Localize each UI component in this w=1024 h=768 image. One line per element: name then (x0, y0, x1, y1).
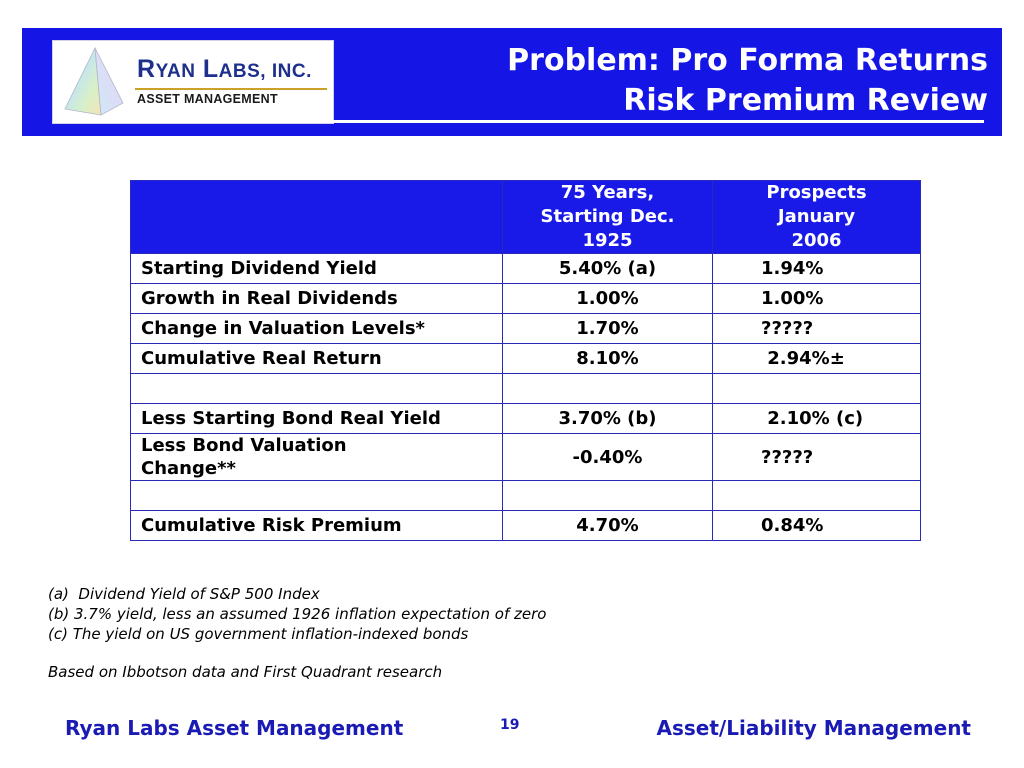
row-label (130, 373, 503, 404)
table-row: Cumulative Real Return 8.10% 2.94%± (130, 343, 921, 374)
row-value-prospective: 1.94% (712, 253, 921, 284)
table-row: Cumulative Risk Premium 4.70% 0.84% (130, 510, 921, 541)
table-header-row: 75 Years, Starting Dec. 1925 Prospects J… (130, 180, 921, 254)
logo-subtitle: ASSET MANAGEMENT (137, 92, 278, 106)
footnotes: (a) Dividend Yield of S&P 500 Index (b) … (48, 584, 546, 682)
footnote-a: (a) Dividend Yield of S&P 500 Index (48, 585, 320, 603)
logo-divider (135, 88, 327, 90)
page-number: 19 (500, 717, 520, 733)
row-value-prospective (712, 480, 921, 511)
row-label: Change in Valuation Levels* (130, 313, 503, 344)
row-value-prospective (712, 373, 921, 404)
row-label: Cumulative Real Return (130, 343, 503, 374)
row-label: Starting Dividend Yield (130, 253, 503, 284)
row-value-prospective: 2.94%± (712, 343, 921, 374)
row-value-historical: -0.40% (502, 433, 713, 481)
table-row: Less Bond Valuation Change** -0.40% ????… (130, 433, 921, 481)
footer-company: Ryan Labs Asset Management (65, 716, 404, 740)
row-value-prospective: 1.00% (712, 283, 921, 314)
slide-title-line2: Risk Premium Review (623, 83, 988, 118)
table-row: Growth in Real Dividends 1.00% 1.00% (130, 283, 921, 314)
risk-premium-table: 75 Years, Starting Dec. 1925 Prospects J… (130, 180, 921, 541)
row-label (130, 480, 503, 511)
table-row-spacer (130, 480, 921, 511)
row-value-prospective: 2.10% (c) (712, 403, 921, 434)
row-label: Growth in Real Dividends (130, 283, 503, 314)
header-empty-cell (130, 180, 503, 254)
company-logo: RYAN LABS, INC. ASSET MANAGEMENT (52, 40, 334, 124)
logo-company-name: RYAN LABS, INC. (137, 55, 312, 83)
row-value-historical (502, 373, 713, 404)
table-row-spacer (130, 373, 921, 404)
row-label: Cumulative Risk Premium (130, 510, 503, 541)
row-value-historical: 5.40% (a) (502, 253, 713, 284)
table-row: Less Starting Bond Real Yield 3.70% (b) … (130, 403, 921, 434)
slide-title: Problem: Pro Forma Returns Risk Premium … (507, 41, 988, 121)
header-75-years: 75 Years, Starting Dec. 1925 (502, 180, 713, 254)
table-row: Change in Valuation Levels* 1.70% ????? (130, 313, 921, 344)
row-value-prospective: 0.84% (712, 510, 921, 541)
footnote-b: (b) 3.7% yield, less an assumed 1926 inf… (48, 605, 547, 623)
row-label: Less Starting Bond Real Yield (130, 403, 503, 434)
pyramid-logo-icon (64, 46, 124, 116)
slide-title-line1: Problem: Pro Forma Returns (507, 43, 988, 78)
row-value-prospective: ????? (712, 433, 921, 481)
source-note: Based on Ibbotson data and First Quadran… (48, 663, 443, 681)
row-value-historical: 8.10% (502, 343, 713, 374)
row-value-historical: 4.70% (502, 510, 713, 541)
row-label: Less Bond Valuation Change** (130, 433, 503, 481)
footer-section: Asset/Liability Management (656, 716, 971, 740)
header-prospects: Prospects January 2006 (712, 180, 921, 254)
row-value-historical: 1.70% (502, 313, 713, 344)
row-value-historical (502, 480, 713, 511)
row-value-historical: 3.70% (b) (502, 403, 713, 434)
footnote-c: (c) The yield on US government inflation… (48, 625, 469, 643)
title-underline (332, 120, 984, 123)
row-value-historical: 1.00% (502, 283, 713, 314)
row-value-prospective: ????? (712, 313, 921, 344)
table-row: Starting Dividend Yield 5.40% (a) 1.94% (130, 253, 921, 284)
